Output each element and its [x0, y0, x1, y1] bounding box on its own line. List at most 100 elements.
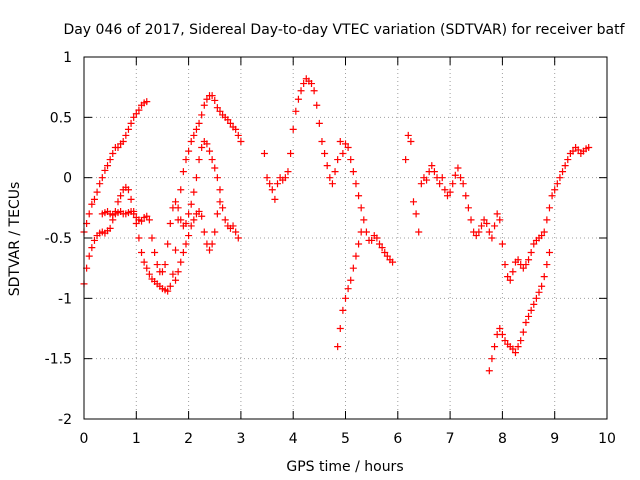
data-point [208, 240, 216, 248]
data-point [229, 222, 237, 230]
x-tick-label: 5 [341, 431, 350, 447]
data-point [158, 268, 166, 276]
data-point [339, 306, 347, 314]
x-tick-labels: 0 1 2 3 4 5 6 7 8 9 10 [80, 431, 616, 447]
series-arc-e [260, 75, 397, 266]
data-point [169, 270, 177, 278]
data-point [355, 192, 363, 200]
y-tick-label: 1 [63, 50, 72, 66]
data-point [203, 95, 211, 103]
data-point [511, 349, 519, 357]
data-point [428, 162, 436, 170]
data-point [198, 111, 206, 119]
data-point [143, 98, 151, 106]
data-point [522, 261, 530, 269]
data-point [540, 273, 548, 281]
series-arc-f [334, 228, 365, 351]
data-point [545, 248, 553, 256]
data-point [143, 212, 151, 220]
data-point [347, 276, 355, 284]
x-axis-label: GPS time / hours [286, 459, 403, 475]
data-point [548, 192, 556, 200]
data-point [522, 318, 530, 326]
data-point [161, 261, 169, 269]
data-point [224, 116, 232, 124]
data-point [289, 125, 297, 133]
data-point [143, 264, 151, 272]
data-point [106, 156, 114, 164]
data-point [174, 204, 182, 212]
data-point [90, 195, 98, 203]
data-point [336, 137, 344, 145]
data-point [472, 232, 480, 240]
data-point [164, 287, 172, 295]
data-point [480, 216, 488, 224]
data-point [292, 107, 300, 115]
data-point [135, 106, 143, 114]
data-point [383, 252, 391, 260]
data-point [553, 180, 561, 188]
data-point [211, 164, 219, 172]
data-point [491, 222, 499, 230]
data-point [226, 119, 234, 127]
x-tick-label: 3 [236, 431, 245, 447]
data-point [138, 248, 146, 256]
data-point [232, 125, 240, 133]
data-point [506, 276, 514, 284]
data-point [182, 156, 190, 164]
y-tick-label: -1.5 [45, 352, 72, 368]
data-point [216, 186, 224, 194]
data-point [423, 176, 431, 184]
series-arc-d [172, 198, 224, 284]
data-point [436, 180, 444, 188]
data-point [101, 166, 109, 174]
data-point [326, 174, 334, 182]
data-point [530, 240, 538, 248]
data-point [187, 200, 195, 208]
data-point [491, 343, 499, 351]
axis-ticks [83, 56, 608, 420]
data-point [488, 355, 496, 363]
data-point [475, 228, 483, 236]
data-point [514, 256, 522, 264]
data-point [213, 210, 221, 218]
data-point [130, 210, 138, 218]
data-point [93, 188, 101, 196]
data-point [145, 270, 153, 278]
data-point [530, 300, 538, 308]
data-point [438, 174, 446, 182]
y-tick-label: 0 [63, 171, 72, 187]
data-point [551, 186, 559, 194]
data-point [206, 147, 214, 155]
data-point [407, 137, 415, 145]
data-point [219, 204, 227, 212]
data-point [260, 150, 268, 158]
data-point [519, 328, 527, 336]
data-point [543, 216, 551, 224]
data-point [415, 228, 423, 236]
y-tick-labels: -2 -1.5 -1 -0.5 0 0.5 1 [45, 50, 72, 428]
data-point [342, 140, 349, 148]
data-point [323, 162, 331, 170]
data-point [232, 228, 240, 236]
data-point [185, 147, 193, 155]
data-point [417, 180, 425, 188]
series-arc-g [402, 131, 593, 284]
data-point [192, 174, 200, 182]
y-axis-label: SDTVAR / TECUs [7, 182, 23, 297]
data-point [266, 180, 274, 188]
data-point [297, 87, 305, 95]
data-point [564, 156, 572, 164]
x-tick-label: 2 [184, 431, 193, 447]
data-point [114, 198, 122, 206]
data-point [532, 294, 540, 302]
data-point [485, 367, 493, 375]
data-point [114, 144, 122, 151]
data-point [360, 216, 368, 224]
data-point [182, 220, 190, 228]
x-tick-label: 10 [598, 431, 616, 447]
data-point [342, 294, 349, 302]
data-point [556, 174, 564, 182]
data-point [464, 204, 472, 212]
